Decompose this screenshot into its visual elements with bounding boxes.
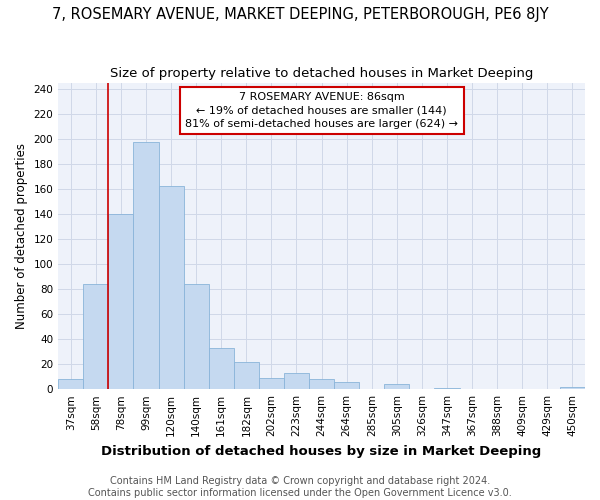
Bar	[434, 388, 460, 389]
Bar	[83, 284, 109, 389]
Y-axis label: Number of detached properties: Number of detached properties	[15, 143, 28, 329]
Bar	[309, 379, 334, 389]
X-axis label: Distribution of detached houses by size in Market Deeping: Distribution of detached houses by size …	[101, 444, 542, 458]
Bar	[284, 373, 309, 389]
Bar	[109, 214, 133, 389]
Bar	[334, 382, 359, 389]
Bar	[58, 379, 83, 389]
Bar	[234, 362, 259, 389]
Bar	[385, 384, 409, 389]
Bar	[259, 378, 284, 389]
Bar	[133, 142, 158, 389]
Bar	[209, 348, 234, 389]
Bar	[184, 284, 209, 389]
Title: Size of property relative to detached houses in Market Deeping: Size of property relative to detached ho…	[110, 68, 533, 80]
Bar	[158, 186, 184, 389]
Text: 7, ROSEMARY AVENUE, MARKET DEEPING, PETERBOROUGH, PE6 8JY: 7, ROSEMARY AVENUE, MARKET DEEPING, PETE…	[52, 8, 548, 22]
Text: 7 ROSEMARY AVENUE: 86sqm
← 19% of detached houses are smaller (144)
81% of semi-: 7 ROSEMARY AVENUE: 86sqm ← 19% of detach…	[185, 92, 458, 128]
Bar	[560, 386, 585, 389]
Text: Contains HM Land Registry data © Crown copyright and database right 2024.
Contai: Contains HM Land Registry data © Crown c…	[88, 476, 512, 498]
